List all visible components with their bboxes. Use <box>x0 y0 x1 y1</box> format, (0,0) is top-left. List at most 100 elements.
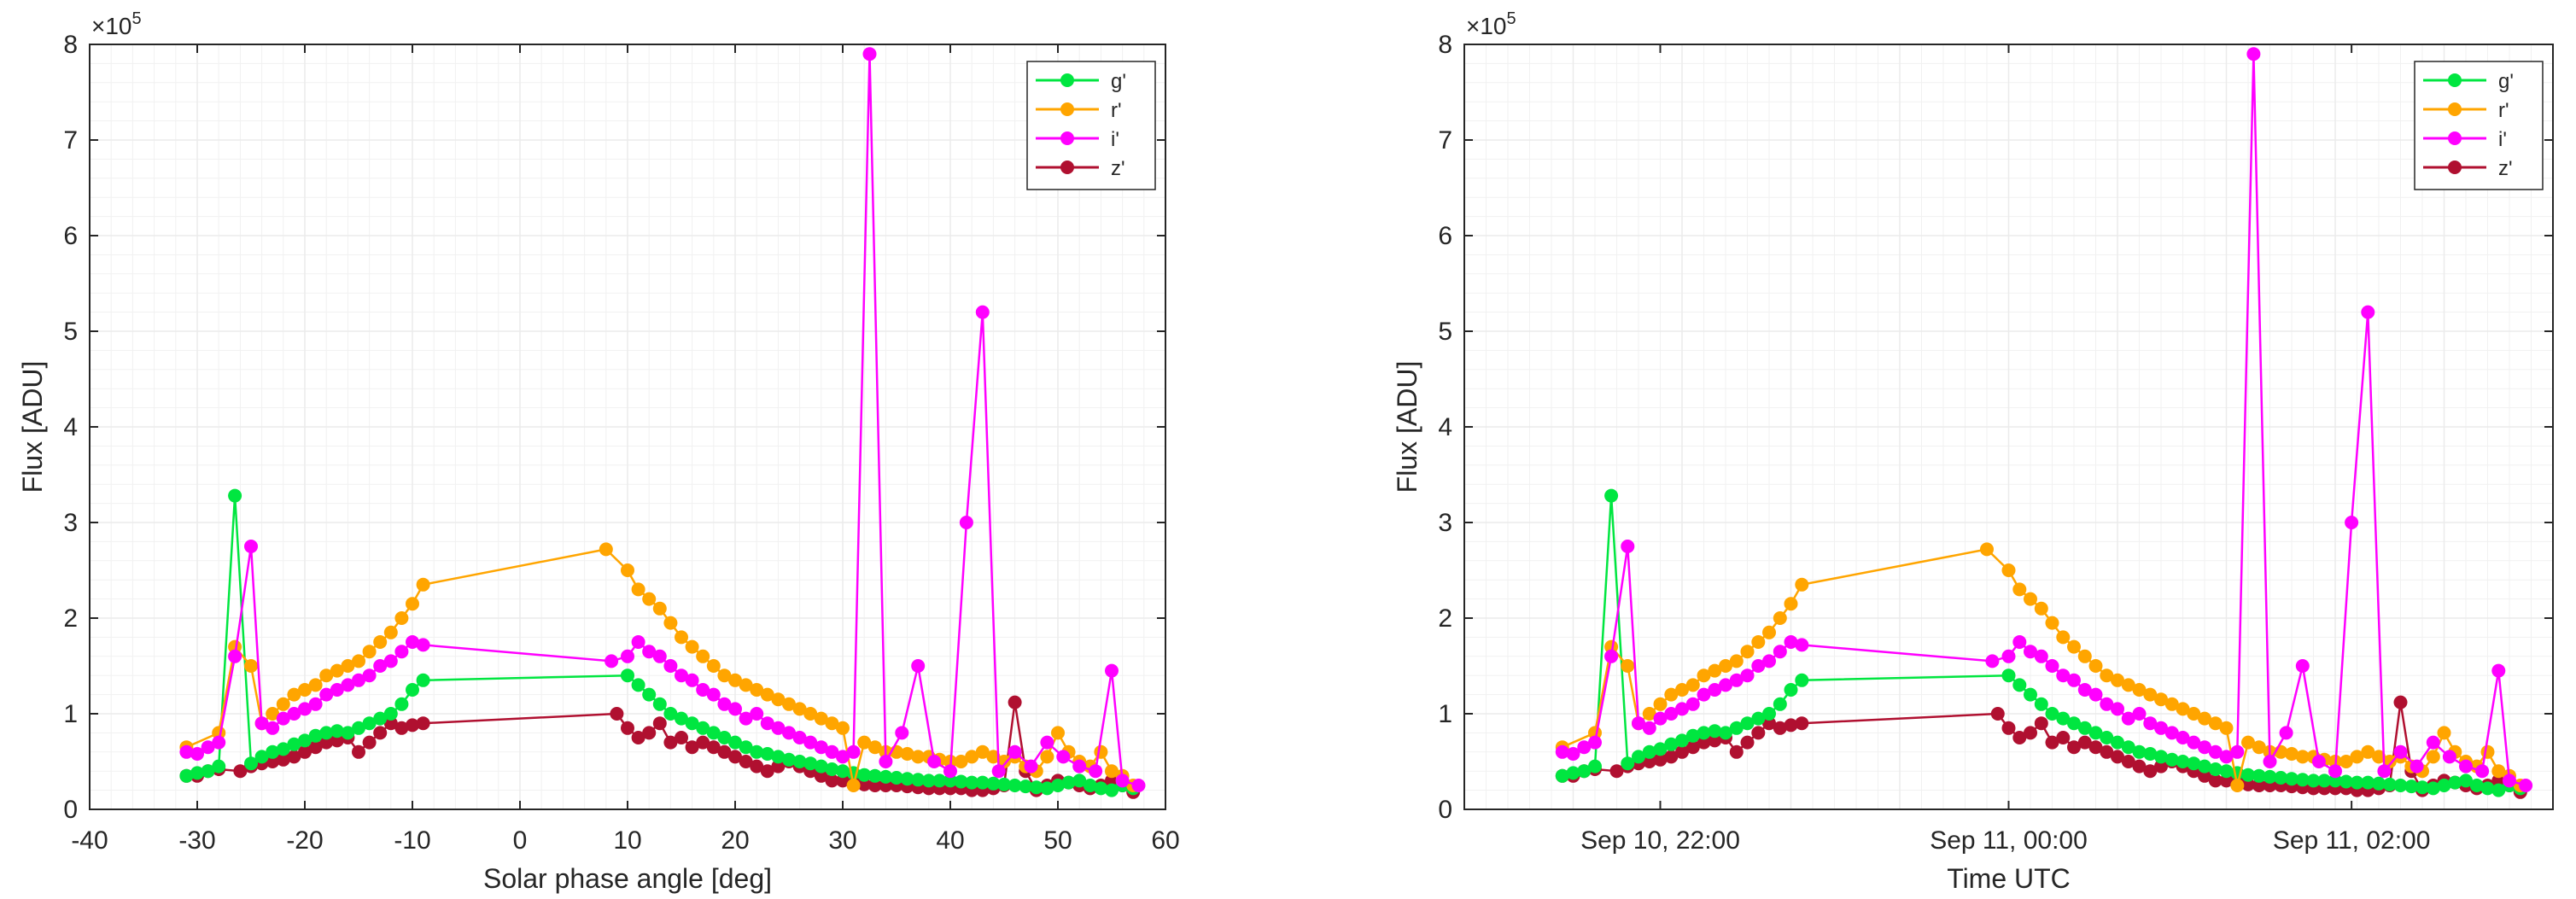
data-point-i <box>2410 759 2424 773</box>
legend-marker-z <box>2448 161 2462 174</box>
data-point-i <box>2279 726 2293 740</box>
data-point-z <box>1729 744 1744 759</box>
data-point-g <box>2426 781 2440 796</box>
data-point-g <box>750 744 764 759</box>
data-point-r <box>2295 750 2310 764</box>
data-point-g <box>2176 755 2190 768</box>
data-point-i <box>2045 659 2059 673</box>
legend-marker-i <box>2448 131 2462 145</box>
data-point-i <box>1664 707 1679 721</box>
data-point-z <box>2077 735 2092 750</box>
legend-marker-r <box>1060 102 1074 116</box>
data-point-i <box>2111 702 2124 716</box>
data-point-g <box>965 775 979 790</box>
data-point-i <box>1566 747 1580 761</box>
data-point-i <box>1588 735 1602 750</box>
x-axis-label: Solar phase angle [deg] <box>483 863 772 894</box>
data-point-i <box>696 683 710 697</box>
data-point-i <box>2088 687 2103 702</box>
data-point-i <box>341 678 355 692</box>
data-point-g <box>1795 673 1809 687</box>
data-point-g <box>1685 728 1700 743</box>
data-point-z <box>2100 744 2114 759</box>
data-point-r <box>2176 702 2190 716</box>
data-point-g <box>1083 779 1097 792</box>
data-point-r <box>2208 716 2223 731</box>
data-point-z <box>2045 735 2059 750</box>
data-point-r <box>696 649 710 663</box>
y-tick-label: 3 <box>63 509 78 537</box>
data-point-i <box>2034 649 2048 663</box>
data-point-i <box>308 697 323 711</box>
data-point-g <box>2034 697 2048 711</box>
x-tick-label: Sep 11, 00:00 <box>1930 826 2088 855</box>
data-point-g <box>406 683 419 697</box>
data-point-g <box>383 707 398 721</box>
data-point-i <box>895 726 909 740</box>
y-tick-label: 6 <box>63 222 78 250</box>
legend-label-i: i' <box>1111 128 1119 151</box>
data-point-i <box>728 702 742 716</box>
legend-marker-g <box>1060 73 1074 87</box>
data-point-i <box>298 702 312 716</box>
data-point-g <box>1697 726 1711 740</box>
data-point-g <box>2024 687 2037 702</box>
data-point-g <box>2100 731 2114 744</box>
data-point-z <box>2491 773 2506 788</box>
data-point-g <box>782 752 796 767</box>
data-point-i <box>2246 47 2261 61</box>
data-point-i <box>2208 744 2223 759</box>
data-point-i <box>1008 744 1022 759</box>
data-point-g <box>2404 779 2419 794</box>
data-point-i <box>2198 740 2211 755</box>
data-point-r <box>1604 639 1619 654</box>
data-point-r <box>2100 668 2114 683</box>
data-point-i <box>1604 649 1619 663</box>
data-point-i <box>2012 635 2027 649</box>
data-point-i <box>1697 687 1711 702</box>
data-point-i <box>373 659 388 673</box>
legend-label-g: g' <box>1111 70 1126 93</box>
data-point-z <box>1795 716 1809 731</box>
data-point-i <box>1653 711 1668 726</box>
data-point-r <box>760 687 774 702</box>
x-tick-label: 20 <box>721 826 749 855</box>
data-point-i <box>2475 764 2490 779</box>
data-point-z <box>814 768 828 783</box>
data-point-i <box>1105 663 1119 678</box>
data-point-r <box>2361 744 2375 759</box>
grid <box>89 44 1166 810</box>
data-point-z <box>2132 759 2147 773</box>
data-point-i <box>1632 716 1645 731</box>
data-point-z <box>857 777 872 791</box>
legend-label-g: g' <box>2498 70 2514 93</box>
data-point-i <box>706 687 721 702</box>
data-point-g <box>2208 762 2223 776</box>
data-point-i <box>717 697 732 711</box>
y-exponent-base: ×10 <box>1466 13 1507 39</box>
data-point-i <box>2230 744 2245 759</box>
data-point-r <box>1773 611 1787 625</box>
data-point-g <box>1664 737 1679 751</box>
data-point-r <box>1040 750 1054 764</box>
data-point-g <box>298 733 312 748</box>
data-point-g <box>652 697 667 711</box>
data-point-i <box>1708 683 1722 697</box>
data-point-r <box>406 597 419 611</box>
y-tick-label: 2 <box>1438 604 1452 633</box>
y-tick-label: 7 <box>63 126 78 155</box>
data-point-z <box>1664 750 1679 764</box>
y-exponent-label: ×105 <box>91 9 142 39</box>
data-point-g <box>2045 707 2059 721</box>
data-point-z <box>298 744 312 759</box>
data-point-r <box>706 659 721 673</box>
data-point-g <box>2382 777 2397 791</box>
data-point-i <box>1555 744 1569 759</box>
data-point-r <box>1729 654 1744 668</box>
data-point-i <box>406 635 419 649</box>
data-point-r <box>1051 726 1065 740</box>
y-tick-label: 1 <box>63 700 78 728</box>
x-tick-label: -20 <box>286 826 323 855</box>
data-point-r <box>1105 764 1119 779</box>
data-point-z <box>825 773 839 788</box>
